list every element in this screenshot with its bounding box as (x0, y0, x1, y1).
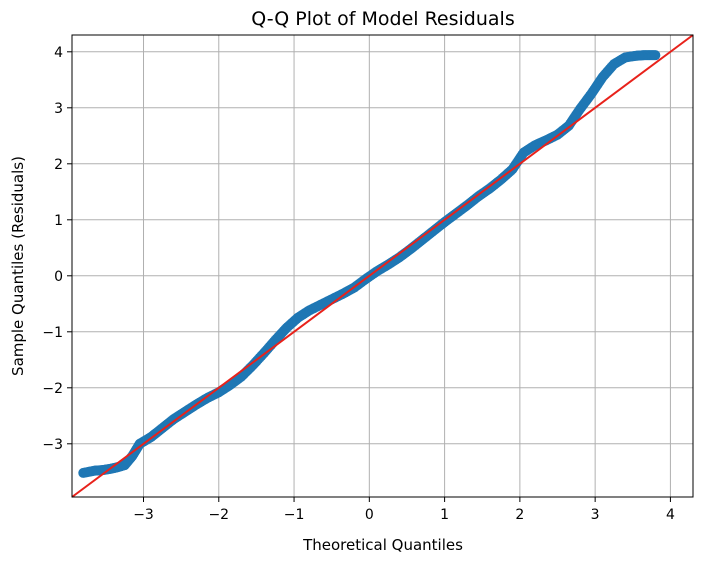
x-axis-ticks: −3 −2 −1 0 1 2 3 4 (133, 497, 675, 523)
y-tick-label: 4 (54, 45, 63, 61)
grid (72, 35, 693, 497)
plot-frame (71, 34, 694, 498)
data-point (650, 50, 661, 61)
x-tick-label: 0 (365, 507, 374, 523)
y-axis-label: Sample Quantiles (Residuals) (9, 156, 27, 376)
x-tick-label: −1 (284, 507, 305, 523)
x-tick-label: 4 (666, 507, 675, 523)
y-axis-ticks: −3 −2 −1 0 1 2 3 4 (42, 45, 72, 453)
x-tick-label: −2 (208, 507, 229, 523)
y-tick-label: −2 (42, 381, 63, 397)
x-tick-label: 3 (591, 507, 600, 523)
x-tick-label: −3 (133, 507, 154, 523)
reference-line-layer (71, 34, 694, 498)
y-tick-label: 1 (54, 213, 63, 229)
y-tick-label: 3 (54, 101, 63, 117)
x-tick-label: 2 (515, 507, 524, 523)
y-tick-label: −1 (42, 325, 63, 341)
x-tick-label: 1 (440, 507, 449, 523)
y-tick-label: 0 (54, 269, 63, 285)
y-tick-label: 2 (54, 157, 63, 173)
chart-title: Q-Q Plot of Model Residuals (251, 8, 514, 30)
reference-line (71, 34, 694, 498)
y-tick-label: −3 (42, 437, 63, 453)
x-axis-label: Theoretical Quantiles (302, 536, 463, 554)
